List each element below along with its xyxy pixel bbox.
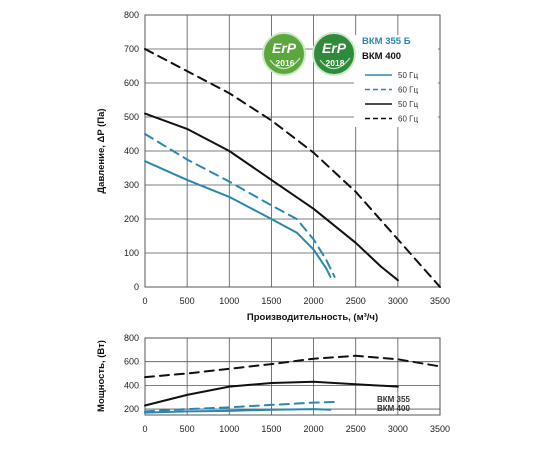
- pressure-x-tick: 0: [142, 296, 147, 306]
- legend-entry-label: 50 Гц: [398, 100, 418, 109]
- pressure-y-tick: 0: [134, 282, 139, 292]
- legend-entry-label: 60 Гц: [398, 115, 418, 124]
- erp-badge-year: 2018: [326, 58, 345, 68]
- power-y-tick: 400: [124, 380, 139, 390]
- power-x-tick: 0: [142, 424, 147, 434]
- pressure-x-tick: 1500: [261, 296, 281, 306]
- power-x-tick: 3500: [430, 424, 450, 434]
- pressure-x-tick: 2000: [304, 296, 324, 306]
- power-legend-model-label: ВКМ 355: [377, 395, 410, 404]
- power-x-tick: 2500: [346, 424, 366, 434]
- legend: ВКМ 355 Б ВКМ 400 50 Гц 60 Гц 50 Гц 60 Гц ВКМ …: [354, 35, 438, 413]
- power-y-tick: 600: [124, 357, 139, 367]
- power-x-tick: 3000: [388, 424, 408, 434]
- power-x-tick: 1500: [261, 424, 281, 434]
- power-plot-frame: [144, 337, 441, 416]
- pressure-x-tick: 3500: [430, 296, 450, 306]
- power-y-tick: 800: [124, 333, 139, 343]
- power-series-vkm400-50hz: [144, 380, 399, 407]
- power-series-vkm355-50hz: [144, 408, 332, 414]
- pressure-series-vkm355-50hz: [144, 160, 332, 278]
- pressure-x-tick: 3000: [388, 296, 408, 306]
- legend-entry-label: 50 Гц: [398, 71, 418, 80]
- erp-swoosh-icon: [319, 57, 351, 70]
- pressure-y-tick: 100: [124, 248, 139, 258]
- pressure-y-tick: 600: [124, 78, 139, 88]
- erp-badge-2018: ErP 2018: [312, 32, 356, 76]
- pressure-y-tick: 700: [124, 44, 139, 54]
- power-x-tick: 2000: [304, 424, 324, 434]
- pressure-x-axis-title: Производительность, (м³/ч): [247, 312, 378, 323]
- power-series-vkm400-60hz: [144, 354, 441, 379]
- power-chart: 0 500 1000 1500 2000 2500 3000 3500 200 400 600 800…: [96, 333, 450, 434]
- erp-badge-text: ErP: [322, 40, 347, 56]
- legend-background: [354, 35, 438, 127]
- erp-badge-text: ErP: [272, 40, 297, 56]
- pressure-y-tick: 500: [124, 112, 139, 122]
- pressure-y-tick: 300: [124, 180, 139, 190]
- pressure-series-vkm400-50hz: [144, 112, 399, 282]
- power-x-tick: 500: [180, 424, 195, 434]
- erp-swoosh-icon: [269, 57, 301, 70]
- legend-model-label: ВКМ 400: [362, 51, 401, 62]
- pressure-x-tick: 2500: [346, 296, 366, 306]
- erp-badges: ErP 2016 ErP 2018: [262, 32, 356, 76]
- pressure-x-tick: 1000: [219, 296, 239, 306]
- pressure-y-tick: 200: [124, 214, 139, 224]
- pressure-series-vkm355-60hz: [144, 133, 336, 278]
- pressure-y-tick: 800: [124, 10, 139, 20]
- power-x-tick: 1000: [219, 424, 239, 434]
- power-y-axis-title: Мощность, (Вт): [96, 340, 107, 412]
- power-series-vkm355-60hz: [144, 401, 336, 413]
- power-y-tick: 200: [124, 404, 139, 414]
- pressure-y-axis-title: Давление, ΔP (Па): [96, 108, 107, 193]
- erp-badge-year: 2016: [276, 58, 295, 68]
- power-legend-model-label: ВКМ 400: [377, 404, 410, 413]
- legend-entry-label: 60 Гц: [398, 86, 418, 95]
- legend-model-label: ВКМ 355 Б: [362, 36, 411, 47]
- erp-badge-2016: ErP 2016: [262, 32, 306, 76]
- pressure-series-vkm400-60hz: [144, 48, 441, 288]
- pressure-x-tick: 500: [180, 296, 195, 306]
- pressure-y-tick: 400: [124, 146, 139, 156]
